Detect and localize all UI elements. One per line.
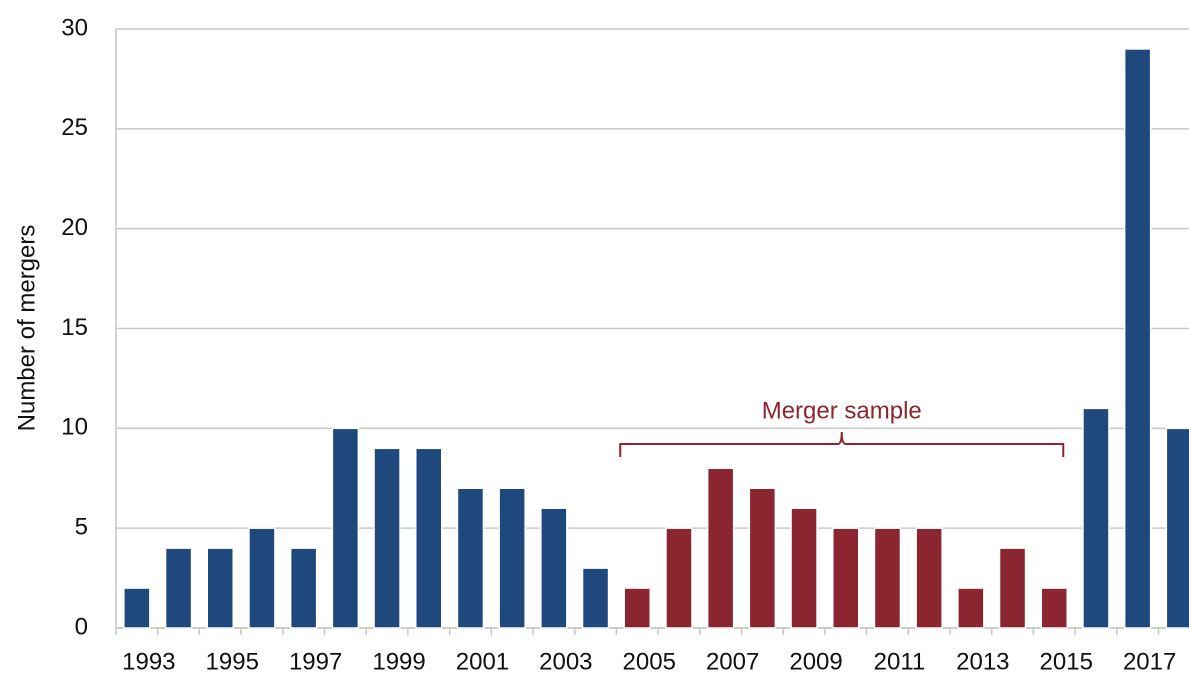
bar (790, 507, 818, 629)
bar (873, 527, 902, 629)
bar (832, 527, 860, 629)
bar (1165, 427, 1189, 629)
x-tick-label: 1999 (372, 648, 425, 673)
bar (248, 527, 276, 629)
bar (164, 547, 193, 629)
x-tick-label: 2015 (1040, 648, 1093, 673)
x-tick-label: 2017 (1123, 648, 1176, 673)
bar (706, 467, 735, 629)
bar (915, 527, 943, 629)
y-axis-label: Number of mergers (13, 225, 40, 432)
bar (998, 547, 1027, 629)
x-tick-label: 2003 (539, 648, 592, 673)
bar (289, 547, 318, 629)
bar (540, 507, 568, 629)
y-tick-label: 30 (61, 14, 88, 41)
y-tick-label: 0 (75, 613, 88, 640)
bar (1123, 48, 1152, 629)
y-tick-label: 20 (61, 214, 88, 241)
x-tick-label: 2009 (789, 648, 842, 673)
bar (498, 487, 526, 629)
annotation: Merger sample (762, 397, 922, 424)
y-tick-label: 25 (61, 114, 88, 141)
y-tick-label: 5 (75, 514, 88, 541)
bar (331, 427, 360, 629)
x-tick-label: 2001 (456, 648, 509, 673)
x-tick-label: 2011 (874, 648, 926, 673)
bar (957, 587, 985, 629)
x-tick-label: 1993 (122, 648, 175, 673)
x-tick-label: 2007 (706, 648, 759, 673)
x-tick-label: 2005 (623, 648, 676, 673)
x-tick-label: 2013 (956, 648, 1009, 673)
bar (456, 487, 485, 629)
bar (1040, 587, 1068, 629)
x-tick-label: 1995 (206, 648, 259, 673)
x-tick-label: 1997 (289, 648, 342, 673)
y-tick-label: 15 (61, 314, 88, 341)
bar (665, 527, 693, 629)
bar (415, 447, 443, 629)
bar (581, 567, 610, 629)
bar (748, 487, 777, 629)
annotation-bracket (619, 431, 1065, 457)
bar (1082, 407, 1110, 629)
bar (123, 587, 151, 629)
y-tick-label: 10 (61, 414, 88, 441)
bar (373, 447, 401, 629)
bar (623, 587, 651, 629)
bar (206, 547, 234, 629)
